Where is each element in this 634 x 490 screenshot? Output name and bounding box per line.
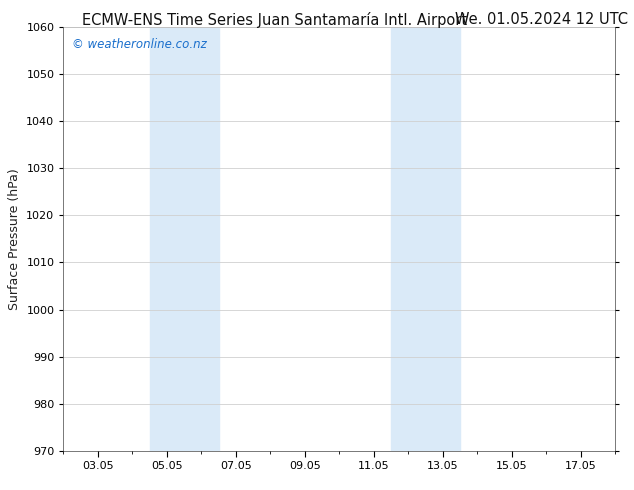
Text: ECMW-ENS Time Series Juan Santamaría Intl. Airport: ECMW-ENS Time Series Juan Santamaría Int…	[82, 12, 467, 28]
Bar	[150, 27, 219, 451]
Text: © weatheronline.co.nz: © weatheronline.co.nz	[72, 38, 207, 50]
Y-axis label: Surface Pressure (hPa): Surface Pressure (hPa)	[8, 168, 21, 310]
Text: We. 01.05.2024 12 UTC: We. 01.05.2024 12 UTC	[455, 12, 628, 27]
Bar	[391, 27, 460, 451]
